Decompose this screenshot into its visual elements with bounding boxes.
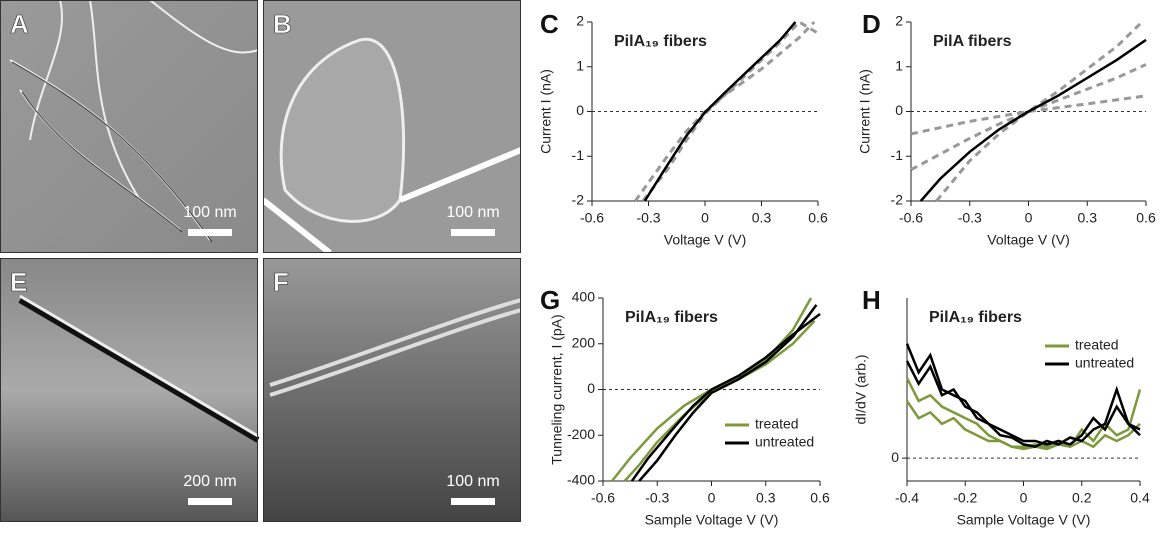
image-border [0, 0, 258, 253]
panel-label: B [273, 9, 292, 39]
x-tick-label: 0 [1025, 210, 1033, 226]
legend-label: untreated [1075, 355, 1134, 371]
x-axis-label: Sample Voltage V (V) [957, 512, 1091, 528]
scale-bar [451, 229, 495, 236]
panel-label: A [10, 9, 29, 39]
series-line [638, 304, 818, 482]
scale-bar-label: 100 nm [446, 204, 499, 221]
chart-title: PilA₁₉ fibers [929, 309, 1022, 326]
scale-bar-label: 100 nm [183, 204, 236, 221]
x-tick-label: 0.6 [808, 210, 828, 226]
legend-label: untreated [755, 434, 814, 450]
scale-bar [451, 498, 495, 505]
chart-title: PilA₁₉ fibers [614, 33, 707, 50]
x-tick-label: 0.3 [1078, 210, 1098, 226]
scale-bar-label: 100 nm [446, 473, 499, 490]
panel-label: G [540, 285, 560, 315]
y-tick-label: 200 [572, 334, 596, 350]
x-tick-label: -0.6 [899, 210, 923, 226]
x-tick-label: 0.2 [1072, 490, 1092, 506]
image-e [0, 258, 260, 522]
y-tick-label: 1 [895, 57, 903, 73]
y-axis-label: Tunneling current, I (pA) [549, 314, 565, 464]
y-axis-label: Current I (nA) [857, 69, 873, 154]
x-tick-label: 0 [708, 490, 716, 506]
x-axis-label: Voltage V (V) [664, 232, 747, 248]
y-tick-label: -1 [572, 147, 585, 163]
x-tick-label: 0 [1020, 490, 1028, 506]
series-line [910, 63, 1147, 171]
y-tick-label: -1 [891, 147, 904, 163]
image-border [263, 258, 521, 522]
x-tick-label: 0.6 [1136, 210, 1156, 226]
chart-title: PilA fibers [933, 33, 1012, 50]
x-axis-label: Sample Voltage V (V) [645, 512, 779, 528]
series-line [919, 38, 1147, 202]
y-tick-label: 2 [895, 13, 903, 29]
series-line [634, 20, 816, 202]
panel-label: F [273, 267, 289, 297]
scale-bar [188, 229, 232, 236]
image-border [263, 0, 521, 253]
x-tick-label: 0.4 [1130, 490, 1150, 506]
series-line [910, 94, 1147, 136]
y-axis-label: Current I (nA) [538, 69, 554, 154]
x-tick-label: -0.6 [591, 490, 615, 506]
panel-label: C [540, 9, 559, 39]
series-line [935, 20, 1144, 202]
image-border [0, 258, 258, 522]
x-tick-label: -0.4 [895, 490, 919, 506]
x-tick-label: 0.3 [752, 210, 772, 226]
scale-bar [188, 498, 232, 505]
y-tick-label: -2 [572, 192, 585, 208]
x-tick-label: -0.3 [958, 210, 982, 226]
series-line [623, 320, 816, 482]
series-line [905, 400, 1141, 451]
y-tick-label: -200 [567, 426, 595, 442]
legend-label: treated [755, 416, 799, 432]
scale-bar-label: 200 nm [183, 473, 236, 490]
series-line [643, 21, 797, 202]
series-line [905, 360, 1141, 448]
y-tick-label: 0 [587, 380, 595, 396]
x-tick-label: 0.6 [810, 490, 830, 506]
series-line [641, 20, 819, 202]
x-tick-label: -0.3 [636, 210, 660, 226]
chart-title: PilA₁₉ fibers [625, 309, 718, 326]
image-a [0, 0, 259, 253]
panel-label: H [862, 285, 881, 315]
x-tick-label: -0.3 [645, 490, 669, 506]
x-tick-label: -0.2 [953, 490, 977, 506]
x-tick-label: 0 [701, 210, 709, 226]
image-b [261, 0, 523, 256]
y-tick-label: 400 [572, 289, 596, 305]
panel-label: D [862, 9, 881, 39]
legend-label: treated [1075, 337, 1119, 353]
y-tick-label: 0 [576, 102, 584, 118]
y-tick-label: 1 [576, 57, 584, 73]
y-tick-label: 0 [891, 449, 899, 465]
x-tick-label: 0.3 [756, 490, 776, 506]
x-tick-label: -0.6 [580, 210, 604, 226]
panel-label: E [10, 267, 27, 297]
y-tick-label: -2 [891, 192, 904, 208]
y-tick-label: -400 [567, 472, 595, 488]
y-tick-label: 2 [576, 13, 584, 29]
x-axis-label: Voltage V (V) [987, 232, 1070, 248]
series-line [630, 313, 821, 482]
y-tick-label: 0 [895, 102, 903, 118]
series-line [905, 377, 1142, 449]
image-f [263, 258, 522, 522]
y-axis-label: dI/dV (arb.) [853, 354, 869, 424]
